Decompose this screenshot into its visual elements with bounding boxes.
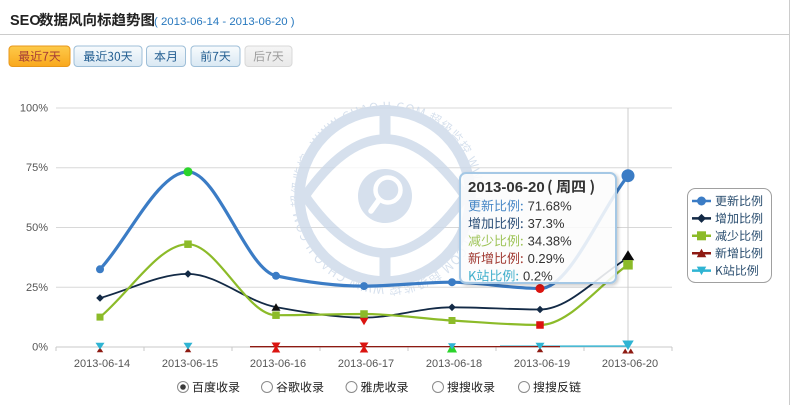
svg-text:75%: 75% xyxy=(26,162,48,174)
svg-text:( 2013-06-14 - 2013-06-20 ): ( 2013-06-14 - 2013-06-20 ) xyxy=(154,16,295,28)
svg-text:2013-06-16: 2013-06-16 xyxy=(250,358,306,370)
svg-text:100%: 100% xyxy=(20,103,48,115)
svg-text:34.38%: 34.38% xyxy=(528,234,573,249)
svg-text:SEO: SEO xyxy=(10,13,41,29)
svg-text:2013-06-20: 2013-06-20 xyxy=(468,179,545,196)
svg-text:2013-06-15: 2013-06-15 xyxy=(162,358,218,370)
svg-text:0%: 0% xyxy=(32,342,48,354)
svg-text:2013-06-19: 2013-06-19 xyxy=(514,358,570,370)
svg-text:2013-06-17: 2013-06-17 xyxy=(338,358,394,370)
svg-text:2013-06-14: 2013-06-14 xyxy=(74,358,130,370)
svg-text:25%: 25% xyxy=(26,282,48,294)
svg-text:37.3%: 37.3% xyxy=(528,216,565,231)
svg-text:71.68%: 71.68% xyxy=(528,199,573,214)
svg-text:2013-06-18: 2013-06-18 xyxy=(426,358,482,370)
svg-text:50%: 50% xyxy=(26,222,48,234)
svg-text:0.29%: 0.29% xyxy=(528,251,565,266)
svg-text:0.2%: 0.2% xyxy=(523,269,553,284)
svg-text:2013-06-20: 2013-06-20 xyxy=(602,358,658,370)
